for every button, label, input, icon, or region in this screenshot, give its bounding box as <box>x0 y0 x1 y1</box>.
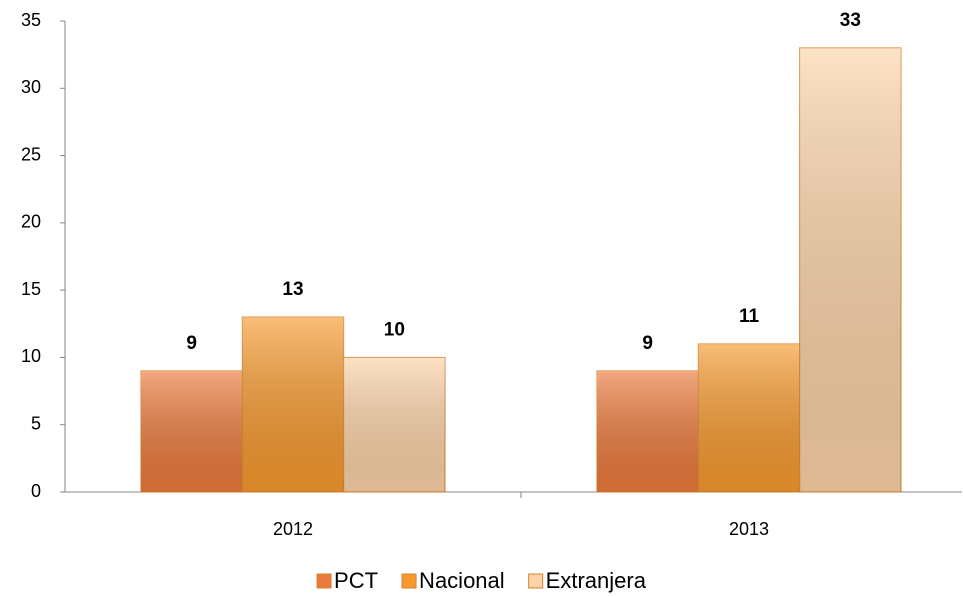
bar <box>596 370 699 493</box>
y-tick-label: 25 <box>21 144 41 164</box>
value-label: 9 <box>186 333 197 354</box>
bar <box>799 47 902 493</box>
value-label: 13 <box>282 279 303 300</box>
bar <box>343 356 446 493</box>
y-tick-label: 0 <box>31 481 41 501</box>
legend-swatch <box>528 573 544 589</box>
value-label: 10 <box>384 319 405 340</box>
bar <box>697 343 801 493</box>
legend-swatch <box>401 573 417 589</box>
legend-label: PCT <box>334 568 378 593</box>
legend-label: Nacional <box>419 568 505 593</box>
legend-label: Extranjera <box>546 568 647 593</box>
y-tick-label: 15 <box>21 279 41 299</box>
bar <box>241 316 345 493</box>
y-tick-label: 20 <box>21 212 41 232</box>
bar <box>140 370 243 493</box>
legend-swatch <box>316 573 332 589</box>
x-tick-label: 2013 <box>729 519 769 539</box>
y-tick-label: 10 <box>21 346 41 366</box>
x-tick-label: 2012 <box>273 519 313 539</box>
value-label: 9 <box>642 333 653 354</box>
y-tick-label: 5 <box>31 413 41 433</box>
y-tick-label: 30 <box>21 77 41 97</box>
y-tick-label: 35 <box>21 10 41 30</box>
value-label: 33 <box>840 10 861 31</box>
value-label: 11 <box>739 306 760 327</box>
legend: PCT Nacional Extranjera <box>316 568 647 593</box>
